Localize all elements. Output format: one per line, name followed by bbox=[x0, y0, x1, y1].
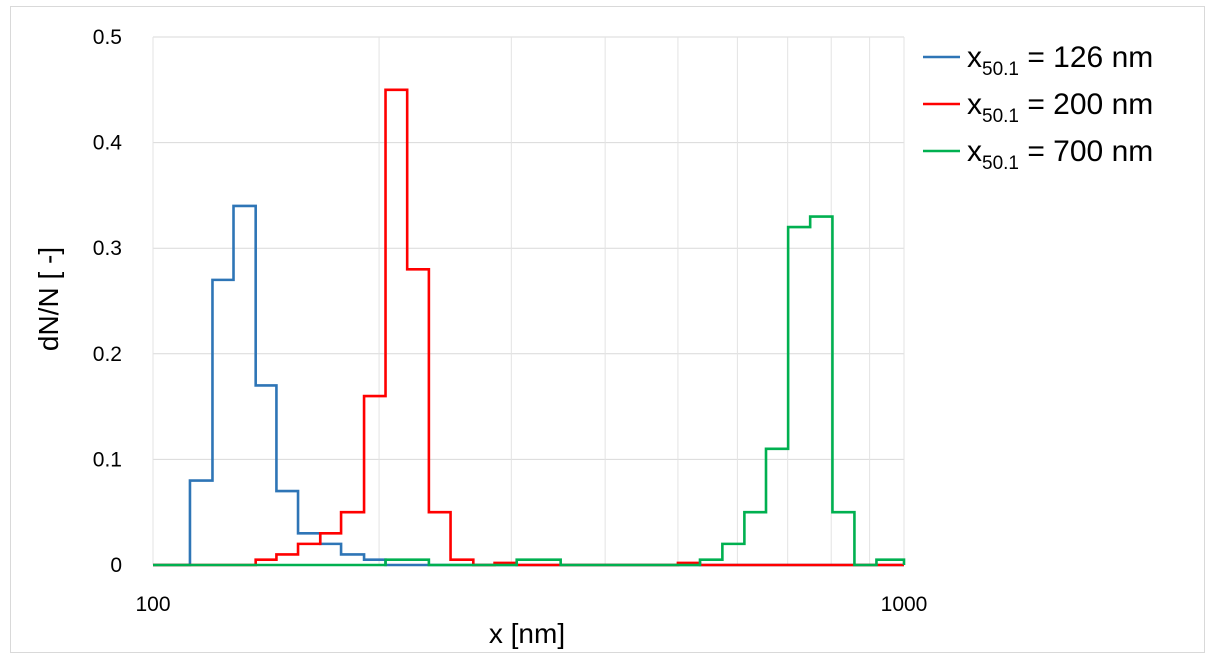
x-tick-labels: 100 1000 bbox=[135, 593, 927, 616]
legend: x50.1 = 126 nm x50.1 = 200 nm x50.1 = 700 … bbox=[923, 41, 1153, 174]
legend-label-1: x50.1 = 126 nm bbox=[967, 41, 1153, 80]
x-tick-label: 100 bbox=[135, 593, 170, 616]
legend-label-2: x50.1 = 200 nm bbox=[967, 88, 1153, 127]
y-tick-label: 0.3 bbox=[93, 237, 122, 260]
legend-label-3: x50.1 = 700 nm bbox=[967, 135, 1153, 174]
y-tick-labels: 0 0.1 0.2 0.3 0.4 0.5 bbox=[93, 26, 123, 577]
y-tick-label: 0.4 bbox=[93, 132, 123, 155]
y-axis-title: dN/N [ -] bbox=[33, 247, 64, 351]
x-axis-title: x [nm] bbox=[489, 618, 565, 649]
y-tick-label: 0.1 bbox=[93, 448, 122, 471]
series-line-1 bbox=[153, 206, 904, 565]
series-line-3 bbox=[153, 217, 904, 565]
series-layer bbox=[153, 90, 904, 565]
series-line-2 bbox=[153, 90, 904, 565]
x-tick-label: 1000 bbox=[881, 593, 928, 616]
y-tick-label: 0.2 bbox=[93, 343, 122, 366]
y-tick-label: 0 bbox=[110, 554, 122, 577]
y-tick-label: 0.5 bbox=[93, 26, 122, 49]
gridlines bbox=[153, 37, 904, 565]
